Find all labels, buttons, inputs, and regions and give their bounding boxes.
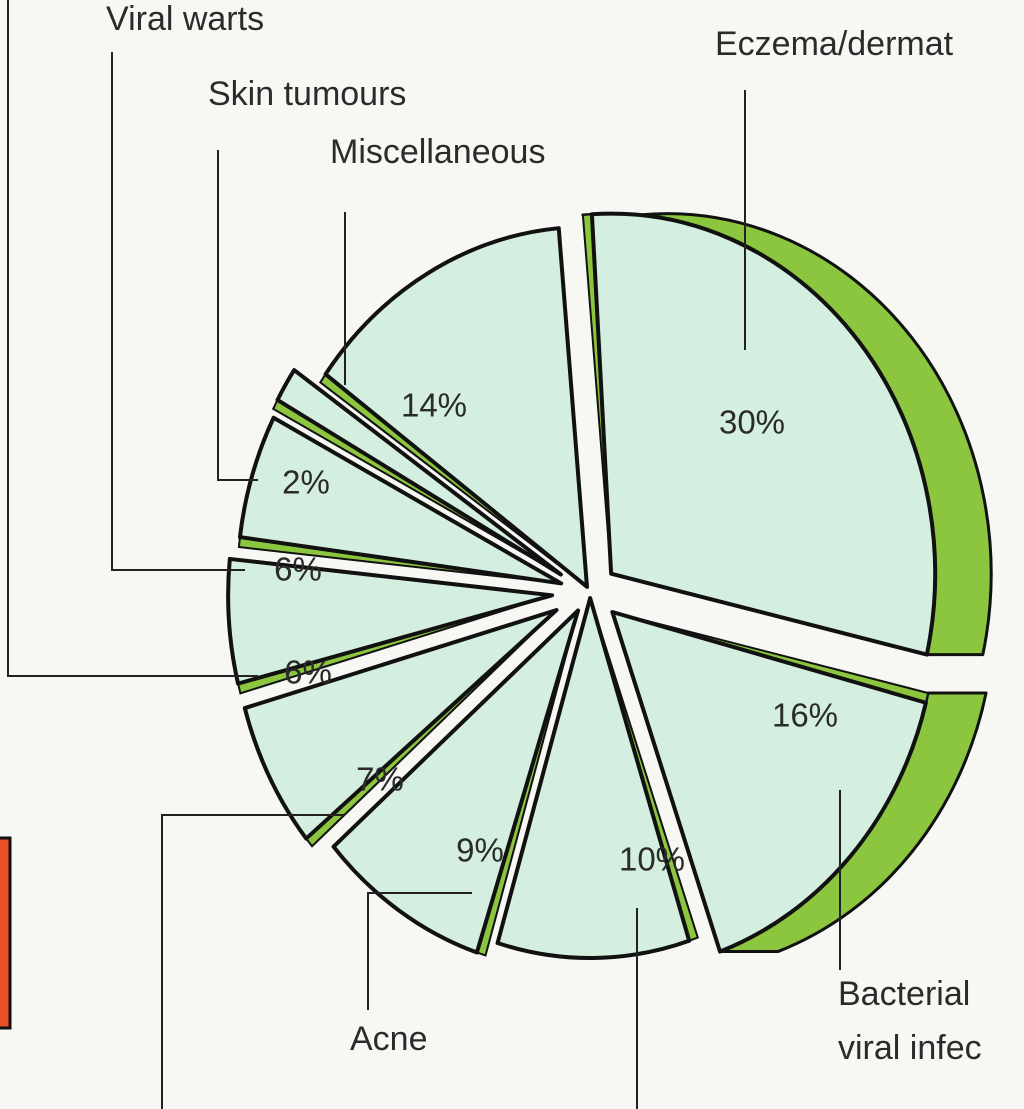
value-labels: 30% 16% 10% 9% 7% 6% 6% 2% 14% <box>274 387 838 878</box>
pie-slice-3 <box>331 608 581 955</box>
pie-slice-2 <box>495 595 692 960</box>
category-label-6: Viral warts <box>106 0 264 38</box>
leader-line-3 <box>367 892 472 1010</box>
value-label-6: 6% <box>274 551 322 588</box>
category-label-3: Acne <box>350 1020 428 1058</box>
category-labels: Eczema/dermat Bacterial viral infec Acne Vir… <box>106 0 982 1067</box>
pie-slice-4 <box>242 608 559 841</box>
pie-slice-6 <box>237 415 564 586</box>
leader-line-4 <box>161 814 345 1109</box>
leader-line-5 <box>7 0 258 677</box>
value-label-1: 16% <box>772 697 838 734</box>
pie-slice-1 <box>610 609 928 954</box>
accent-box <box>0 836 12 1030</box>
value-label-8: 14% <box>401 387 467 424</box>
pie-slice-5 <box>226 556 555 686</box>
pie-slice-8 <box>323 226 589 589</box>
leader-line-6 <box>111 52 245 571</box>
pie-slice-0 <box>589 211 938 657</box>
value-label-2: 10% <box>619 841 685 878</box>
leader-line-7 <box>217 150 258 481</box>
slice-faces <box>226 211 938 960</box>
category-label-8: Miscellaneous <box>330 133 545 171</box>
category-label-1: Bacterial <box>838 975 970 1013</box>
value-label-7: 2% <box>282 464 330 501</box>
value-label-4: 7% <box>356 761 404 798</box>
category-label-7: Skin tumours <box>208 75 406 113</box>
pie-slice-7 <box>275 368 563 577</box>
leader-lines <box>7 0 841 1109</box>
value-label-3: 9% <box>456 832 504 869</box>
value-label-5: 6% <box>284 654 332 691</box>
category-label-1-line2: viral infec <box>838 1029 982 1067</box>
value-label-0: 30% <box>719 404 785 441</box>
category-label-0: Eczema/dermat <box>715 25 954 63</box>
